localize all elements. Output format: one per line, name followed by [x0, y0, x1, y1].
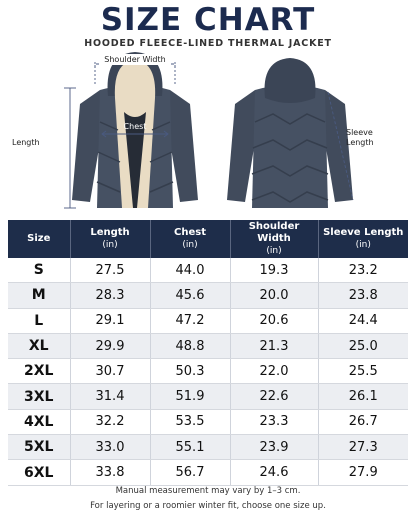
- measure-cell: 33.8: [70, 459, 151, 486]
- column-name: Size: [27, 233, 51, 244]
- size-cell: 3XL: [8, 383, 71, 410]
- length-label: Length: [12, 138, 40, 147]
- measure-cell: 21.3: [230, 333, 319, 360]
- table-row: L 29.1 47.2 20.6 24.4: [8, 308, 408, 334]
- measure-cell: 27.9: [318, 459, 408, 486]
- size-cell: XL: [8, 333, 71, 360]
- size-cell: 2XL: [8, 358, 71, 385]
- table-row: M 28.3 45.6 20.0 23.8: [8, 282, 408, 309]
- table-row: 2XL 30.7 50.3 22.0 25.5: [8, 358, 408, 385]
- table-row: 4XL 32.2 53.5 23.3 26.7: [8, 409, 408, 436]
- table-row: 6XL 33.8 56.7 24.6 27.9: [8, 459, 408, 486]
- label-bg: [100, 54, 170, 65]
- measure-cell: 23.9: [230, 434, 319, 461]
- size-cell: M: [8, 282, 71, 309]
- size-cell: 5XL: [8, 434, 71, 461]
- measure-cell: 24.6: [230, 459, 319, 486]
- measure-cell: 25.0: [318, 333, 408, 360]
- measure-cell: 19.3: [230, 258, 319, 284]
- measure-cell: 26.1: [318, 383, 408, 410]
- column-header: Sleeve Length (in): [318, 220, 408, 258]
- measure-cell: 29.1: [70, 308, 151, 334]
- measure-cell: 23.2: [318, 258, 408, 284]
- measure-cell: 23.3: [230, 409, 319, 436]
- table-row: 3XL 31.4 51.9 22.6 26.1: [8, 383, 408, 410]
- column-name: Chest: [174, 227, 206, 238]
- size-cell: 4XL: [8, 409, 71, 436]
- note: For layering or a roomier winter fit, ch…: [90, 501, 326, 511]
- header-row: Size Length (in) Chest (in) Shoulder Width (in…: [8, 220, 408, 258]
- measure-cell: 26.7: [318, 409, 408, 436]
- column-header: Shoulder Width (in): [230, 220, 319, 258]
- measure-cell: 53.5: [150, 409, 231, 436]
- table-body: S 27.5 44.0 19.3 23.2 M 28.3 45.6 20.0 23.8 L 29.1 4…: [8, 258, 408, 486]
- measure-cell: 30.7: [70, 358, 151, 385]
- title: SIZE CHART: [100, 2, 316, 38]
- size-cell: 6XL: [8, 459, 71, 486]
- measure-lines: [64, 62, 354, 209]
- measure-cell: 23.8: [318, 282, 408, 309]
- column-name: Shoulder Width: [248, 221, 300, 244]
- measure-cell: 27.5: [70, 258, 151, 284]
- measure-cell: 44.0: [150, 258, 231, 284]
- measure-cell: 27.3: [318, 434, 408, 461]
- table-row: S 27.5 44.0 19.3 23.2: [8, 258, 408, 284]
- subtitle: HOODED FLEECE-LINED THERMAL JACKET: [84, 38, 332, 49]
- chest-label: Chest: [124, 122, 147, 131]
- size-cell: S: [8, 258, 71, 284]
- column-unit: (in): [182, 240, 198, 250]
- measure-cell: 33.0: [70, 434, 151, 461]
- table-row: 5XL 33.0 55.1 23.9 27.3: [8, 434, 408, 461]
- measure-cell: 28.3: [70, 282, 151, 309]
- measure-cell: 22.6: [230, 383, 319, 410]
- measure-cell: 24.4: [318, 308, 408, 334]
- measure-cell: 51.9: [150, 383, 231, 410]
- measure-cell: 20.0: [230, 282, 319, 309]
- measure-cell: 25.5: [318, 358, 408, 385]
- column-unit: (in): [266, 246, 282, 256]
- sleeve-label-box: Sleeve Length: [346, 128, 374, 147]
- back-jacket: [227, 58, 353, 208]
- size-table: Size Length (in) Chest (in) Shoulder Width (in…: [8, 220, 408, 486]
- column-header: Chest (in): [150, 220, 231, 258]
- measure-cell: 31.4: [70, 383, 151, 410]
- measure-cell: 56.7: [150, 459, 231, 486]
- shoulder-width-label: Shoulder Width: [104, 55, 165, 64]
- measure-cell: 45.6: [150, 282, 231, 309]
- size-cell: L: [8, 308, 71, 334]
- column-header: Size: [8, 220, 71, 258]
- column-name: Length: [90, 227, 130, 238]
- column-unit: (in): [355, 240, 371, 250]
- measure-cell: 48.8: [150, 333, 231, 360]
- measure-cell: 32.2: [70, 409, 151, 436]
- measure-cell: 29.9: [70, 333, 151, 360]
- measure-cell: 22.0: [230, 358, 319, 385]
- measure-cell: 50.3: [150, 358, 231, 385]
- jacket-illustrations: Shoulder Width Chest Length Sleeve Lengt…: [12, 52, 374, 209]
- table-row: XL 29.9 48.8 21.3 25.0: [8, 333, 408, 360]
- notes: Manual measurement may vary by 1–3 cm. F…: [0, 484, 416, 514]
- measure-cell: 20.6: [230, 308, 319, 334]
- measure-cell: 55.1: [150, 434, 231, 461]
- sleeve-length-label: Sleeve Length: [346, 128, 374, 147]
- measure-cell: 47.2: [150, 308, 231, 334]
- column-unit: (in): [102, 240, 118, 250]
- note: Manual measurement may vary by 1–3 cm.: [115, 486, 301, 496]
- column-header: Length (in): [70, 220, 151, 258]
- column-name: Sleeve Length: [323, 227, 404, 238]
